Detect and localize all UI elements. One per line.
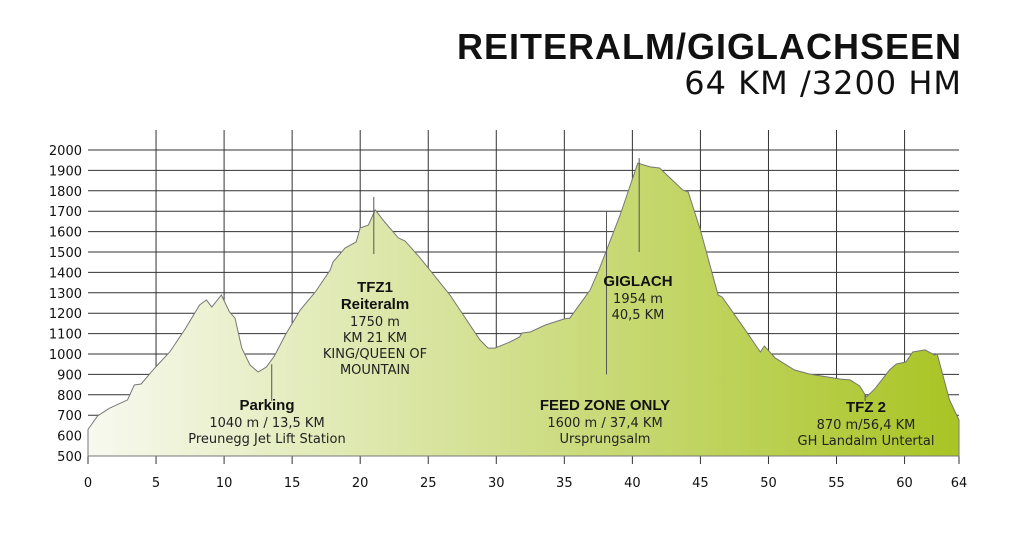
- annotation-title: GIGLACH: [603, 273, 672, 290]
- x-tick-label: 40: [624, 476, 641, 491]
- annotation-detail: KM 21 KM: [343, 331, 407, 346]
- y-tick-label: 2000: [49, 144, 82, 159]
- x-tick-label: 15: [284, 476, 301, 491]
- title-stats: 64 KM /3200 HM: [684, 64, 962, 102]
- y-tick-label: 900: [57, 368, 82, 383]
- annotation-detail: 1040 m / 13,5 KM: [209, 416, 324, 431]
- x-tick-label: 30: [488, 476, 505, 491]
- annotation-detail: MOUNTAIN: [340, 363, 410, 378]
- annotation-title: Parking: [239, 397, 294, 414]
- title-route: REITERALM/GIGLACHSEEN: [456, 26, 962, 67]
- x-tick-label: 64: [951, 476, 968, 491]
- y-tick-label: 700: [57, 409, 82, 424]
- chart-title: REITERALM/GIGLACHSEEN 64 KM /3200 HM: [456, 26, 962, 102]
- annotation-detail: Preunegg Jet Lift Station: [188, 432, 346, 447]
- y-tick-label: 1000: [49, 348, 82, 363]
- y-ticks: 500 600 700 800 900 1000 1100 1200 1300 1400 1500 1…: [49, 144, 82, 465]
- annotation-detail: 870 m/56,4 KM: [817, 418, 916, 433]
- annotation-detail: 1600 m / 37,4 KM: [547, 416, 662, 431]
- annotation-detail: Ursprungsalm: [560, 432, 651, 447]
- y-tick-label: 1800: [49, 185, 82, 200]
- annotation-detail: 40,5 KM: [612, 308, 665, 323]
- annotation-label: GIGLACH 1954 m40,5 KM: [603, 273, 672, 323]
- x-ticks: 0 5 10 15 20 25 30 35 40 45 50 55 60 64: [84, 476, 967, 491]
- y-tick-label: 1600: [49, 226, 82, 241]
- y-tick-label: 1200: [49, 307, 82, 322]
- x-tick-label: 10: [216, 476, 233, 491]
- x-tick-label: 5: [152, 476, 160, 491]
- markers: [271, 158, 866, 401]
- x-tick-label: 35: [556, 476, 573, 491]
- elevation-area: [87, 162, 960, 457]
- annotation-detail: 1750 m: [350, 315, 400, 330]
- y-tick-label: 1900: [49, 164, 82, 179]
- annotation-detail: 1954 m: [613, 292, 663, 307]
- annotation-detail: GH Landalm Untertal: [798, 434, 935, 449]
- x-tick-label: 60: [896, 476, 913, 491]
- y-tick-label: 1300: [49, 287, 82, 302]
- x-tick-label: 55: [828, 476, 845, 491]
- y-tick-label: 1100: [49, 328, 82, 343]
- y-tick-label: 1500: [49, 246, 82, 261]
- annotation-title: TFZ 2: [846, 399, 886, 416]
- y-tick-label: 1700: [49, 205, 82, 220]
- y-tick-label: 500: [57, 450, 82, 465]
- annotation-detail: KING/QUEEN OF: [323, 347, 427, 362]
- y-tick-label: 600: [57, 430, 82, 445]
- annotation-title: Reiteralm: [341, 296, 409, 313]
- x-tick-label: 25: [420, 476, 437, 491]
- x-tick-label: 45: [692, 476, 709, 491]
- x-tick-label: 50: [760, 476, 777, 491]
- y-tick-label: 1400: [49, 266, 82, 281]
- annotation-title: TFZ1: [357, 279, 393, 296]
- x-tick-label: 0: [84, 476, 92, 491]
- annotation-label: FEED ZONE ONLY 1600 m / 37,4 KMUrsprungsa…: [540, 397, 670, 447]
- y-tick-label: 800: [57, 389, 82, 404]
- x-tick-label: 20: [352, 476, 369, 491]
- annotation-title: FEED ZONE ONLY: [540, 397, 670, 414]
